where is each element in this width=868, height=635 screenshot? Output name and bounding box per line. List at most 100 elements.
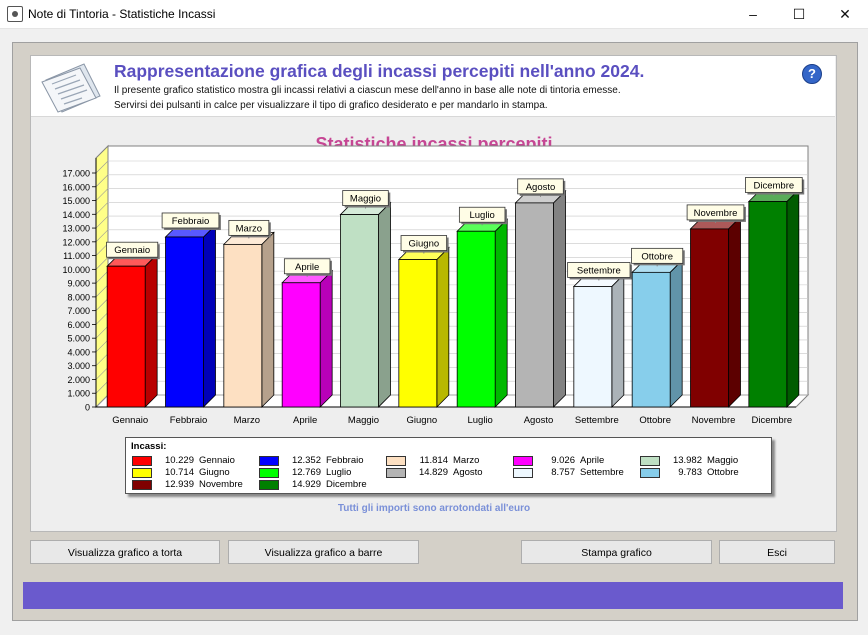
- y-tick-label: 17.000: [62, 169, 90, 179]
- bar-front: [748, 201, 788, 408]
- legend-item: 9.783 Ottobre: [640, 467, 765, 478]
- legend: Incassi: 10.229 Gennaio 12.352 Febbraio 11.8…: [125, 437, 772, 494]
- close-button[interactable]: ✕: [839, 6, 851, 22]
- bar-settembre: [572, 273, 625, 408]
- legend-item: 12.769 Luglio: [259, 467, 384, 478]
- x-tick-label: Agosto: [524, 415, 554, 426]
- y-tick-label: 14.000: [62, 210, 90, 220]
- data-label: Ottobre: [641, 251, 673, 262]
- data-label-box: [458, 206, 506, 223]
- bar-front: [223, 243, 263, 408]
- gridline-side: [95, 188, 109, 201]
- bar-side: [611, 273, 625, 408]
- y-tick-label: 15.000: [62, 196, 90, 206]
- bar-front: [573, 286, 613, 408]
- data-label: Settembre: [577, 265, 621, 276]
- bar-side: [261, 231, 275, 408]
- bar-side: [144, 253, 158, 408]
- y-tick-label: 1.000: [67, 389, 90, 399]
- bar-side: [553, 189, 566, 408]
- print-chart-button[interactable]: Stampa grafico: [521, 540, 712, 564]
- data-label-box: [283, 258, 331, 275]
- data-label: Agosto: [526, 182, 556, 193]
- legend-item: 8.757 Settembre: [513, 467, 638, 478]
- bar-giugno: [397, 246, 450, 408]
- gridline-side: [95, 284, 109, 298]
- legend-item: 14.929 Dicembre: [259, 479, 384, 490]
- x-tick-label: Luglio: [467, 415, 492, 426]
- bar-novembre: [689, 215, 742, 408]
- legend-swatch: [640, 468, 660, 478]
- bar-aprile: [281, 269, 334, 408]
- bar-front: [340, 214, 379, 408]
- gridline-side: [95, 174, 109, 187]
- legend-label: Gennaio: [199, 455, 235, 466]
- data-label: Luglio: [469, 210, 494, 221]
- data-label: Novembre: [694, 208, 738, 219]
- x-tick-label: Aprile: [293, 415, 317, 426]
- bar-front: [165, 236, 204, 408]
- title-bar: Note di Tintoria - Statistiche Incassi –…: [0, 0, 868, 29]
- x-tick-label: Febbraio: [170, 415, 208, 426]
- legend-title: Incassi:: [131, 441, 167, 452]
- legend-value: 9.783: [678, 467, 702, 478]
- legend-label: Agosto: [453, 467, 483, 478]
- bar-front: [690, 228, 729, 408]
- legend-item: 11.814 Marzo: [386, 455, 511, 466]
- legend-swatch: [386, 456, 406, 466]
- pie-chart-button[interactable]: Visualizza grafico a torta: [30, 540, 220, 564]
- data-label-box: [686, 204, 745, 221]
- maximize-button[interactable]: ☐: [792, 6, 806, 22]
- bar-front: [515, 202, 554, 408]
- app-icon: [7, 6, 23, 22]
- minimize-button[interactable]: –: [749, 6, 757, 22]
- legend-swatch: [132, 480, 152, 490]
- legend-item: 10.229 Gennaio: [132, 455, 257, 466]
- x-tick-label: Dicembre: [752, 415, 793, 426]
- description-line-1: Il presente grafico statistico mostra gl…: [114, 85, 621, 96]
- y-tick-label: 2.000: [67, 375, 90, 385]
- x-tick-label: Novembre: [692, 415, 736, 426]
- data-label-box: [745, 177, 803, 193]
- y-tick-label: 13.000: [62, 224, 90, 234]
- data-label: Febbraio: [172, 216, 210, 227]
- legend-swatch: [259, 468, 279, 478]
- y-tick-label: 8.000: [67, 292, 90, 302]
- legend-value: 12.939: [164, 479, 194, 490]
- gridline-side: [95, 298, 109, 311]
- bar-febbraio: [164, 224, 217, 408]
- legend-value: 14.929: [291, 479, 321, 490]
- x-tick-label: Gennaio: [112, 415, 148, 426]
- bar-luglio: [456, 218, 509, 408]
- y-tick-label: 0: [85, 403, 90, 413]
- y-tick-label: 11.000: [63, 251, 90, 261]
- bar-side: [203, 224, 216, 408]
- y-tick-label: 10.000: [62, 265, 90, 275]
- gridline-side: [95, 339, 109, 353]
- description-line-2: Servirsi dei pulsanti in calce per visua…: [114, 100, 548, 111]
- help-icon[interactable]: ?: [802, 64, 822, 84]
- data-label: Dicembre: [754, 181, 795, 192]
- legend-swatch: [513, 468, 533, 478]
- bar-chart-button[interactable]: Visualizza grafico a barre: [228, 540, 419, 564]
- gridline-side: [95, 367, 109, 380]
- gridline-side: [95, 353, 109, 366]
- data-label: Gennaio: [114, 245, 150, 256]
- window-title: Note di Tintoria - Statistiche Incassi: [28, 7, 216, 21]
- y-tick-label: 16.000: [62, 182, 90, 192]
- bar-side: [436, 246, 450, 408]
- status-bar: [23, 582, 843, 609]
- bar-agosto: [514, 189, 567, 408]
- legend-swatch: [640, 456, 660, 466]
- data-label: Maggio: [350, 194, 381, 205]
- bar-side: [378, 201, 391, 408]
- data-label-box: [106, 241, 159, 258]
- data-label-box: [517, 178, 564, 195]
- exit-button[interactable]: Esci: [719, 540, 835, 564]
- x-tick-label: Marzo: [234, 415, 260, 426]
- data-label-box: [342, 190, 389, 206]
- y-tick-label: 7.000: [67, 306, 90, 316]
- gridline-side: [95, 160, 109, 174]
- y-tick-label: 4.000: [67, 347, 90, 357]
